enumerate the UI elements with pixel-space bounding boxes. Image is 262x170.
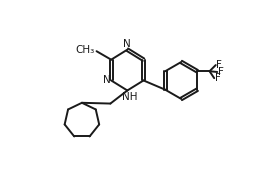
Text: N: N [123,39,131,49]
Text: CH₃: CH₃ [76,45,95,55]
Text: NH: NH [122,92,138,102]
Text: N: N [103,75,110,86]
Text: F: F [215,73,221,83]
Text: F: F [218,67,224,77]
Text: F: F [216,60,222,70]
